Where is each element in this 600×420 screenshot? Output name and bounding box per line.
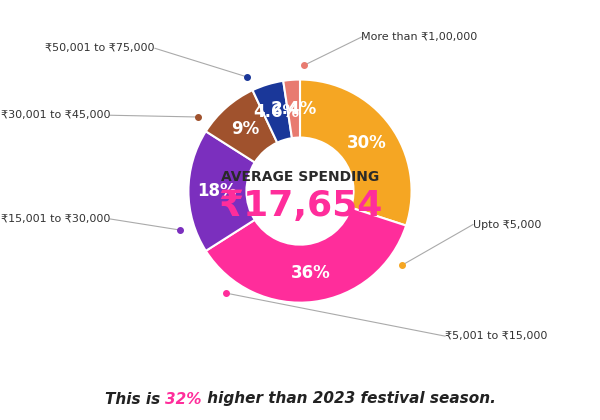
Wedge shape	[300, 79, 412, 226]
Text: Upto ₹5,000: Upto ₹5,000	[473, 220, 541, 230]
Text: 2.4%: 2.4%	[271, 100, 317, 118]
Text: More than ₹1,00,000: More than ₹1,00,000	[361, 32, 478, 42]
Text: higher than 2023 festival season.: higher than 2023 festival season.	[202, 391, 496, 407]
Text: ₹30,001 to ₹45,000: ₹30,001 to ₹45,000	[1, 110, 110, 120]
Text: 4.6%: 4.6%	[253, 103, 299, 121]
Text: ₹15,001 to ₹30,000: ₹15,001 to ₹30,000	[1, 214, 110, 224]
Text: 30%: 30%	[347, 134, 386, 152]
Wedge shape	[206, 207, 406, 303]
Text: 18%: 18%	[197, 182, 237, 200]
Wedge shape	[283, 79, 300, 138]
Text: AVERAGE SPENDING: AVERAGE SPENDING	[221, 170, 379, 184]
Text: 32%: 32%	[165, 391, 202, 407]
Text: 9%: 9%	[231, 120, 260, 138]
Wedge shape	[206, 90, 277, 163]
Text: ₹50,001 to ₹75,000: ₹50,001 to ₹75,000	[46, 43, 155, 53]
Text: 36%: 36%	[290, 264, 330, 282]
Wedge shape	[253, 81, 292, 143]
Text: ₹5,001 to ₹15,000: ₹5,001 to ₹15,000	[445, 331, 547, 341]
Wedge shape	[188, 131, 255, 251]
Text: ₹17,654: ₹17,654	[218, 189, 382, 223]
Text: This is: This is	[104, 391, 165, 407]
